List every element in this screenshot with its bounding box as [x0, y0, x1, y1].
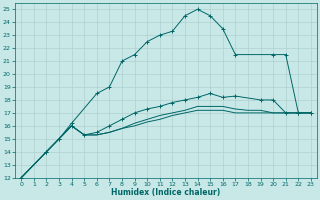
X-axis label: Humidex (Indice chaleur): Humidex (Indice chaleur) [111, 188, 221, 197]
